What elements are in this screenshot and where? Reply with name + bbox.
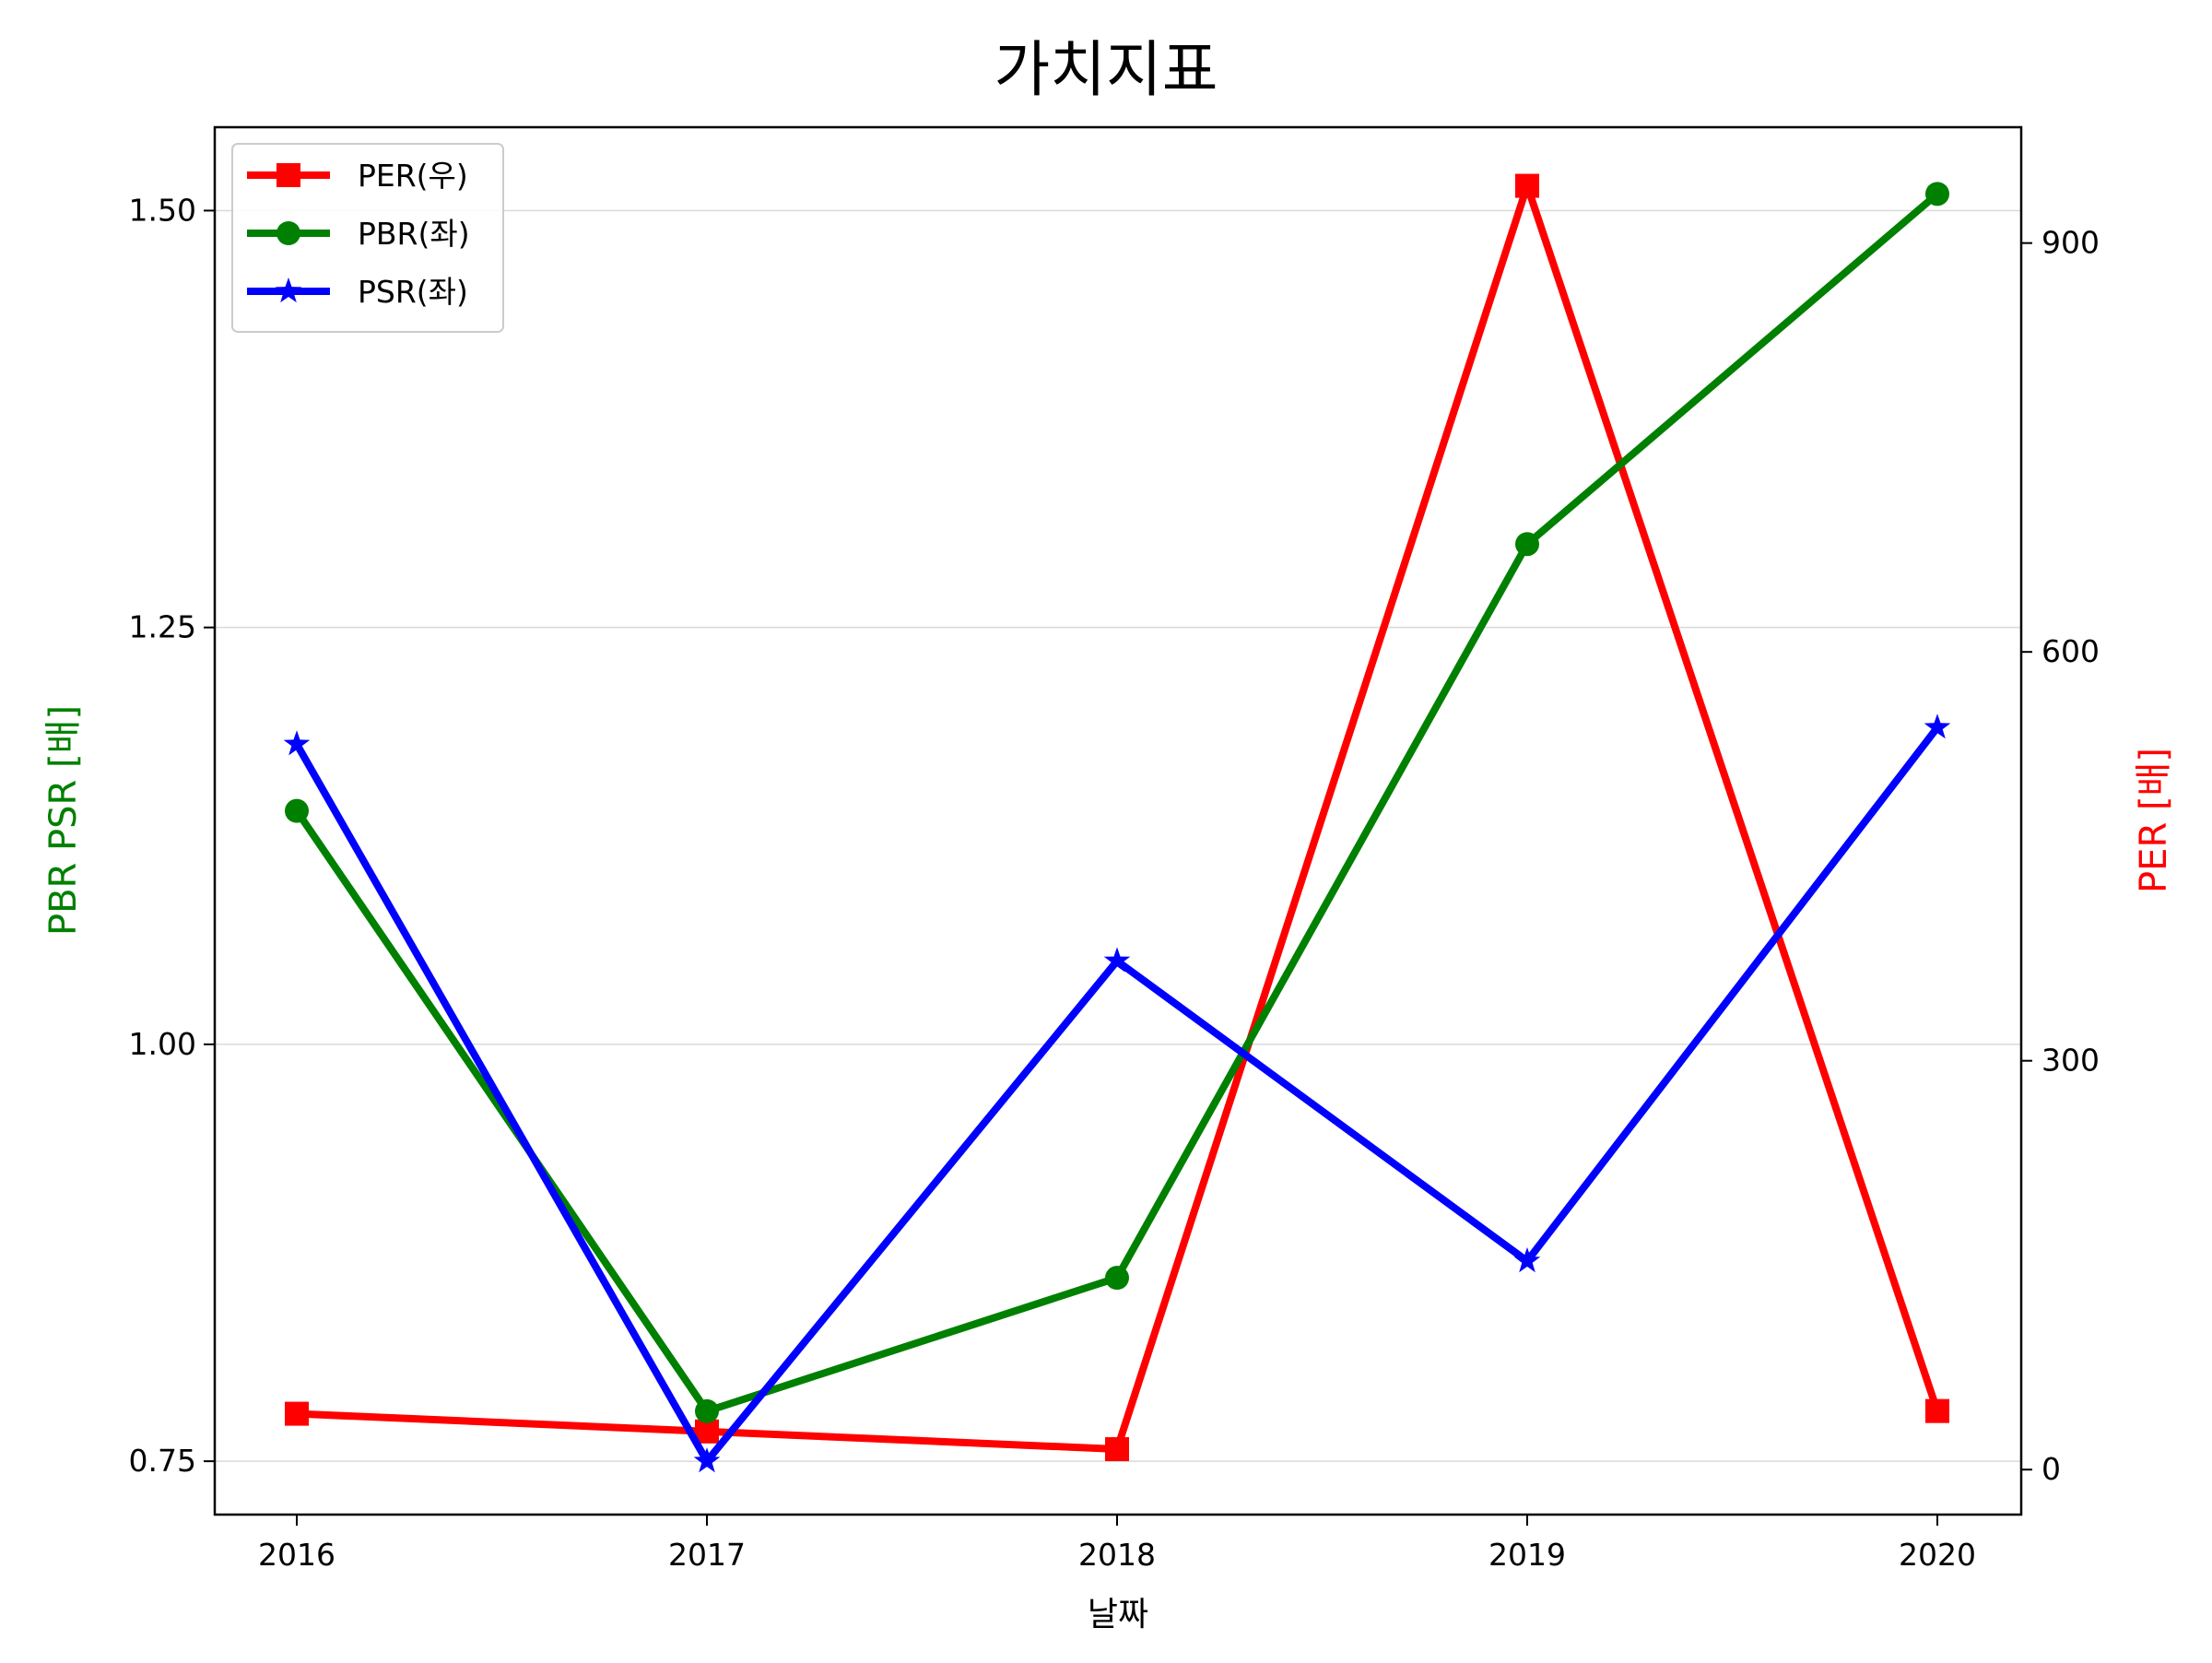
legend-marker [275, 277, 302, 303]
legend-label: PSR(좌) [358, 274, 468, 310]
left-axis-label: PBR PSR [배] [42, 705, 85, 936]
left-tick-label: 1.50 [129, 192, 196, 228]
right-tick-label: 900 [2041, 225, 2100, 261]
chart-title: 가치지표 [994, 34, 1218, 105]
data-point [695, 1398, 719, 1423]
data-point [1513, 1247, 1541, 1273]
legend-item: PER(우) [247, 158, 468, 194]
series-2 [283, 714, 1951, 1473]
right-tick-label: 600 [2041, 633, 2100, 669]
legend-marker [276, 163, 300, 187]
x-tick-label: 2017 [668, 1537, 746, 1573]
legend-label: PBR(좌) [358, 216, 470, 252]
legend-box [231, 143, 504, 333]
x-axis-ticks: 2016 2017 2018 2019 2020 [258, 1515, 1976, 1573]
data-point [693, 1447, 721, 1473]
legend-item: PBR(좌) [247, 216, 470, 252]
x-tick-label: 2018 [1078, 1537, 1156, 1573]
left-tick-label: 1.25 [129, 609, 196, 645]
data-point [285, 1401, 309, 1426]
plot-series [283, 173, 1951, 1473]
data-point [285, 798, 309, 823]
series-0 [285, 173, 1949, 1462]
legend-item: PSR(좌) [247, 274, 468, 310]
data-point [1924, 714, 1951, 739]
left-tick-label: 0.75 [129, 1443, 196, 1479]
right-axis-label: PER [배] [2133, 748, 2175, 893]
data-point [283, 730, 311, 756]
left-tick-label: 1.00 [129, 1026, 196, 1062]
x-axis-label: 날짜 [1088, 1596, 1148, 1634]
data-point [1515, 173, 1539, 198]
data-point [1105, 1266, 1129, 1291]
legend: PER(우) PBR(좌) PSR(좌) [231, 143, 504, 333]
left-axis-ticks: 0.75 1.00 1.25 1.50 [129, 192, 215, 1479]
x-tick-label: 2019 [1488, 1537, 1566, 1573]
legend-marker [276, 221, 300, 245]
data-point [1925, 1398, 1949, 1423]
right-axis-ticks: 0 300 600 900 [2021, 225, 2100, 1487]
data-point [1103, 947, 1131, 973]
series-1 [285, 182, 1949, 1423]
gridlines [215, 209, 2021, 1462]
data-point [1105, 1437, 1129, 1462]
x-tick-label: 2020 [1899, 1537, 1976, 1573]
right-tick-label: 300 [2041, 1043, 2100, 1079]
x-tick-label: 2016 [258, 1537, 335, 1573]
legend-label: PER(우) [358, 158, 468, 194]
right-tick-label: 0 [2041, 1451, 2061, 1487]
data-point [695, 1419, 719, 1444]
data-point [1515, 532, 1539, 557]
data-point [1925, 182, 1949, 206]
